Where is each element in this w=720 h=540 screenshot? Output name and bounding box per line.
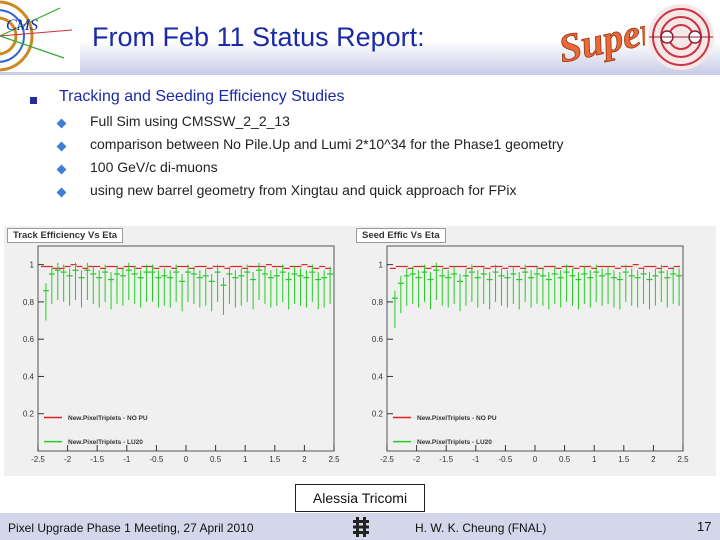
y-tick-label: 0.8 [23, 298, 35, 307]
square-bullet-icon [30, 97, 37, 104]
chart-title-seed-efficiency: Seed Effic Vs Eta [356, 228, 446, 243]
footer-presenter: H. W. K. Cheung (FNAL) [415, 521, 547, 535]
x-tick-label: 0 [533, 455, 538, 464]
y-tick-label: 1 [379, 261, 384, 270]
sub-bullet-text: 100 GeV/c di-muons [90, 159, 218, 175]
cms-logo: CMS [0, 0, 80, 72]
svg-text:CMS: CMS [6, 17, 38, 34]
y-tick-label: 0.2 [372, 410, 384, 419]
fermilab-icon [353, 517, 369, 537]
x-tick-label: -2 [413, 455, 421, 464]
y-tick-label: 0.8 [372, 298, 384, 307]
sub-bullet-text: comparison between No Pile.Up and Lumi 2… [90, 136, 564, 152]
x-tick-label: 0.5 [210, 455, 222, 464]
main-bullet-text: Tracking and Seeding Efficiency Studies [59, 88, 345, 105]
sub-bullet: 100 GeV/c di-muons [52, 159, 672, 181]
author-box: Alessia Tricomi [295, 484, 425, 512]
x-tick-label: -1.5 [439, 455, 453, 464]
x-tick-label: -0.5 [499, 455, 513, 464]
sub-bullet-text: using new barrel geometry from Xingtau a… [90, 182, 517, 198]
legend-label: New.PixelTriplets - LU20 [417, 439, 492, 446]
y-tick-label: 0.6 [23, 335, 35, 344]
page-number: 17 [697, 519, 712, 534]
y-tick-label: 1 [30, 261, 35, 270]
x-tick-label: 1.5 [269, 455, 281, 464]
diamond-bullet-icon [56, 141, 67, 152]
svg-text:Super: Super [555, 7, 645, 64]
x-tick-label: -1.5 [90, 455, 104, 464]
x-tick-label: -1 [472, 455, 480, 464]
efficiency-charts: 0.2 0.4 0.6 0.8 1 -2.5 -2 -1.5 -1 -0.5 0 0.5 1 1.5 2 2.… [23, 245, 689, 464]
header-band: CMS From Feb 11 Status Report: Super [0, 0, 720, 75]
x-tick-label: -2.5 [380, 455, 394, 464]
legend-label: New.PixelTriplets - LU20 [68, 439, 143, 446]
x-tick-label: -2 [64, 455, 72, 464]
x-tick-label: 2 [651, 455, 656, 464]
footer-meeting: Pixel Upgrade Phase 1 Meeting, 27 April … [8, 521, 254, 535]
y-tick-label: 0.4 [372, 372, 384, 381]
slide-title: From Feb 11 Status Report: [92, 22, 425, 52]
x-tick-label: 0.5 [559, 455, 571, 464]
x-tick-label: -2.5 [31, 455, 45, 464]
plots-panel: Track Efficiency Vs Eta Seed Effic Vs Et… [4, 226, 716, 476]
sub-bullet: Full Sim using CMSSW_2_2_13 [52, 113, 672, 135]
diamond-bullet-icon [56, 118, 67, 129]
x-tick-label: 0 [184, 455, 189, 464]
sub-bullet-text: Full Sim using CMSSW_2_2_13 [90, 113, 290, 129]
y-tick-label: 0.4 [23, 372, 35, 381]
x-tick-label: 2.5 [677, 455, 689, 464]
sub-bullet: comparison between No Pile.Up and Lumi 2… [52, 136, 672, 158]
super-logo: Super [555, 6, 645, 64]
x-tick-label: 2.5 [328, 455, 340, 464]
x-tick-label: 1 [592, 455, 597, 464]
chart-title-track-efficiency: Track Efficiency Vs Eta [7, 228, 124, 243]
x-tick-label: 1 [243, 455, 248, 464]
x-tick-label: 2 [302, 455, 307, 464]
sub-bullet: using new barrel geometry from Xingtau a… [52, 182, 672, 204]
diamond-bullet-icon [56, 187, 67, 198]
x-tick-label: -1 [123, 455, 131, 464]
legend-label: New.PixelTriplets - NO PU [68, 415, 148, 422]
x-tick-label: 1.5 [618, 455, 630, 464]
y-tick-label: 0.2 [23, 410, 35, 419]
footer-bar: Pixel Upgrade Phase 1 Meeting, 27 April … [0, 513, 720, 540]
legend-label: New.PixelTriplets - NO PU [417, 415, 497, 422]
slhc-logo [648, 4, 714, 70]
y-tick-label: 0.6 [372, 335, 384, 344]
x-tick-label: -0.5 [150, 455, 164, 464]
diamond-bullet-icon [56, 164, 67, 175]
